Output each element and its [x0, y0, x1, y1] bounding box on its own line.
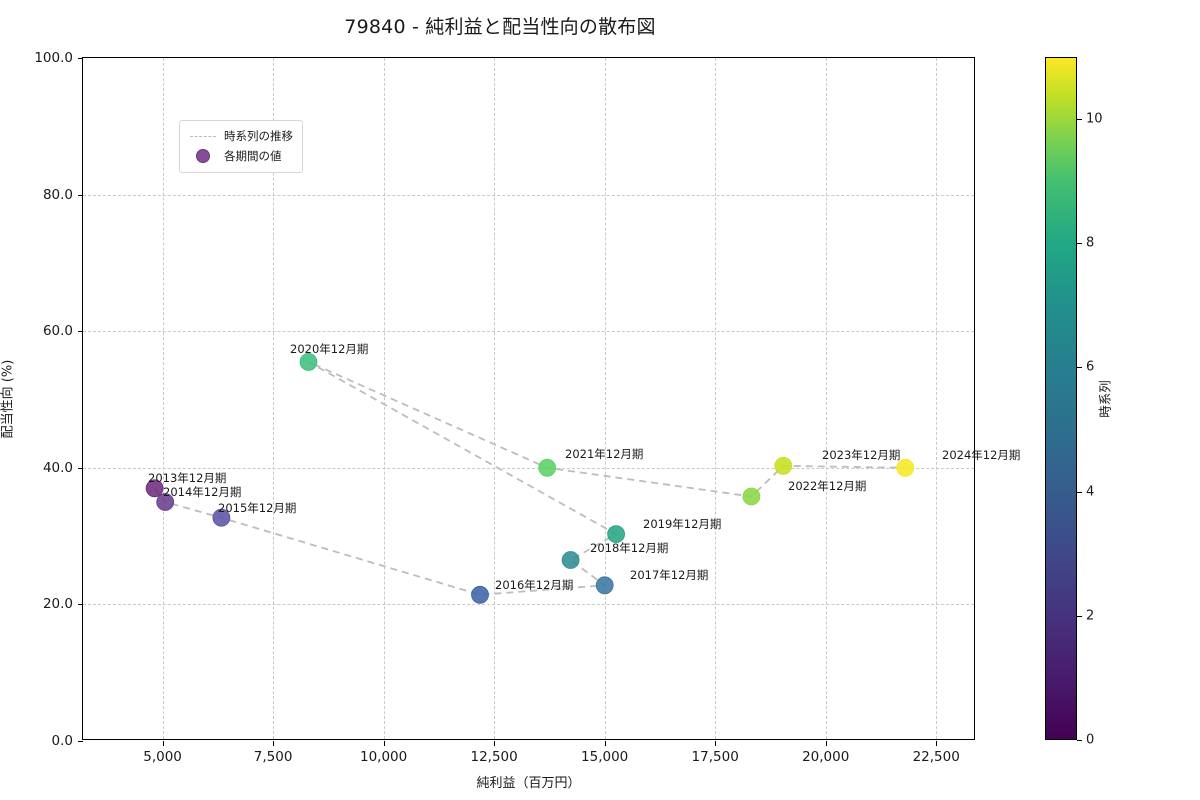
colorbar-tick	[1077, 740, 1082, 741]
data-point[interactable]	[212, 508, 231, 527]
legend-label-trend: 時系列の推移	[224, 129, 293, 143]
point-label: 2016年12月期	[495, 578, 574, 592]
gridline-vertical	[383, 58, 385, 739]
data-point[interactable]	[156, 493, 175, 511]
x-axis-title: 純利益（百万円）	[476, 776, 581, 791]
data-point[interactable]	[774, 456, 793, 475]
x-tick-label: 5,000	[143, 749, 182, 765]
y-axis-title: 配当性向 (%)	[0, 359, 16, 439]
x-tick-label: 17,500	[691, 749, 739, 765]
point-label: 2022年12月期	[788, 479, 867, 493]
colorbar-tick-label: 4	[1086, 484, 1095, 500]
x-tick-label: 15,000	[581, 749, 629, 765]
data-point[interactable]	[595, 576, 614, 595]
point-label: 2023年12月期	[822, 448, 901, 462]
point-label: 2017年12月期	[630, 568, 709, 582]
colorbar-tick-label: 10	[1086, 111, 1103, 127]
y-tick-label: 60.0	[42, 323, 73, 340]
colorbar-tick-label: 2	[1086, 608, 1095, 624]
y-tick-label: 40.0	[42, 459, 73, 476]
point-label: 2021年12月期	[565, 447, 644, 461]
legend-item-trend: 時系列の推移	[188, 126, 293, 146]
gridline-vertical	[715, 58, 717, 739]
gridline-horizontal	[83, 194, 974, 196]
colorbar-tick	[1077, 367, 1082, 369]
x-tick	[162, 741, 164, 746]
chart-title: 79840 - 純利益と配当性向の散布図	[344, 16, 656, 38]
x-tick	[273, 741, 275, 746]
y-tick	[78, 58, 83, 59]
point-label: 2019年12月期	[643, 517, 722, 531]
colorbar-tick	[1077, 243, 1082, 245]
x-tick-label: 22,500	[912, 749, 960, 765]
x-tick-label: 20,000	[802, 749, 850, 765]
legend-item-values: 各期間の値	[188, 146, 293, 166]
data-point[interactable]	[299, 352, 318, 371]
y-tick-label: 80.0	[42, 186, 73, 203]
y-tick	[78, 467, 83, 469]
gridline-horizontal	[83, 467, 974, 469]
point-label: 2015年12月期	[218, 501, 297, 515]
gridline-vertical	[825, 58, 827, 739]
gridline-vertical	[604, 58, 606, 739]
chart-legend: 時系列の推移 各期間の値	[179, 120, 303, 173]
x-tick	[604, 741, 606, 746]
plot-area: 5,000 7,500 10,000 12,500 15,000 17,500 20,000…	[34, 50, 975, 765]
y-tick	[78, 331, 83, 333]
x-tick-label: 7,500	[253, 749, 293, 765]
colorbar-tick-label: 8	[1086, 235, 1095, 251]
y-tick-label: 0.0	[51, 733, 73, 749]
data-point[interactable]	[896, 458, 915, 477]
point-label: 2013年12月期	[148, 471, 227, 485]
data-point[interactable]	[607, 525, 625, 544]
dashed-line-icon	[188, 135, 218, 137]
y-tick	[78, 604, 83, 606]
gridline-vertical	[936, 58, 938, 739]
colorbar-tick	[1077, 491, 1082, 493]
colorbar-gradient	[1045, 57, 1077, 740]
gridline-horizontal	[83, 604, 974, 606]
point-label: 2020年12月期	[290, 342, 369, 356]
y-tick	[78, 741, 83, 742]
x-tick	[383, 741, 385, 746]
colorbar-title: 時系列	[1097, 380, 1113, 418]
colorbar-tick	[1077, 615, 1082, 617]
gridline-vertical	[273, 58, 275, 739]
colorbar-tick	[1077, 119, 1082, 121]
y-tick	[78, 194, 83, 196]
legend-label-values: 各期間の値	[224, 149, 282, 163]
x-tick-label: 12,500	[470, 749, 518, 765]
gridline-horizontal	[83, 331, 974, 333]
point-label: 2018年12月期	[590, 541, 669, 555]
marker-dot-icon	[188, 149, 218, 163]
x-tick-label: 10,000	[359, 749, 408, 765]
y-tick-label: 100.0	[34, 50, 73, 66]
colorbar-tick-label: 0	[1086, 732, 1095, 748]
point-label: 2024年12月期	[942, 448, 1021, 462]
y-tick-label: 20.0	[42, 596, 73, 613]
gridline-vertical	[162, 58, 164, 739]
series-layer	[145, 352, 915, 604]
data-point[interactable]	[471, 585, 489, 604]
x-tick	[494, 741, 496, 746]
point-label: 2014年12月期	[163, 485, 242, 499]
data-point[interactable]	[538, 458, 557, 477]
colorbar-tick-label: 6	[1086, 359, 1095, 375]
x-tick	[936, 741, 938, 746]
data-point[interactable]	[145, 479, 164, 498]
x-tick	[825, 741, 827, 746]
x-tick	[715, 741, 717, 746]
gridline-vertical	[494, 58, 496, 739]
colorbar: 0 2 4 6 8 10	[1045, 57, 1103, 748]
data-point[interactable]	[561, 551, 580, 569]
data-point[interactable]	[742, 487, 761, 506]
